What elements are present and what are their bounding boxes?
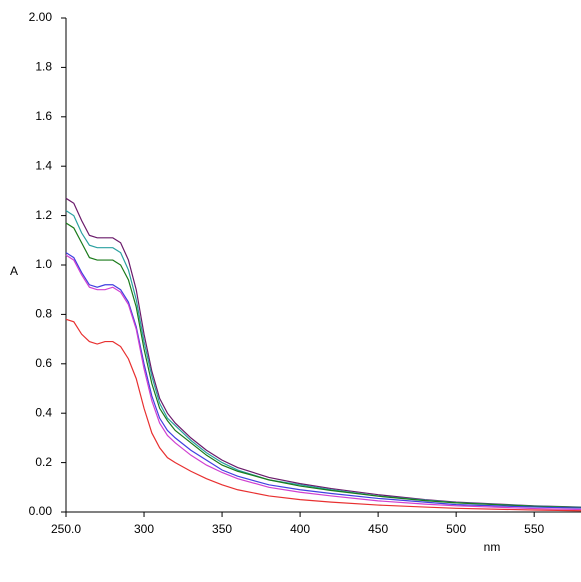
y-tick-label: 1.8	[35, 60, 52, 74]
x-tick-label: 400	[290, 522, 310, 536]
y-tick-label: 1.2	[35, 208, 52, 222]
x-tick-label: 450	[368, 522, 388, 536]
y-tick-label: 2.00	[29, 10, 53, 24]
y-tick-label: 1.0	[35, 257, 52, 271]
y-axis-label: A	[10, 264, 18, 278]
spectrum-line	[65, 197, 581, 508]
spectrum-line	[65, 318, 581, 512]
spectrum-line	[65, 222, 581, 509]
spectrum-line	[65, 254, 581, 511]
y-tick-label: 0.6	[35, 356, 52, 370]
x-tick-label: 350	[212, 522, 232, 536]
y-tick-label: 0.8	[35, 307, 52, 321]
y-tick-label: 0.00	[29, 504, 53, 518]
y-tick-label: 0.2	[35, 455, 52, 469]
x-axis-label: nm	[484, 540, 501, 554]
x-tick-label: 550	[524, 522, 544, 536]
y-tick-label: 1.6	[35, 109, 52, 123]
x-tick-label: 500	[446, 522, 466, 536]
y-tick-label: 1.4	[35, 158, 52, 172]
y-tick-label: 0.4	[35, 405, 52, 419]
x-tick-label: 250.0	[51, 522, 81, 536]
spectrum-line	[65, 252, 581, 509]
x-tick-label: 300	[134, 522, 154, 536]
